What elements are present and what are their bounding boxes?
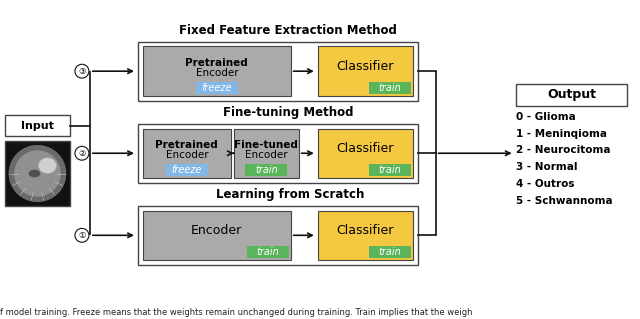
Bar bbox=[516, 84, 627, 106]
Ellipse shape bbox=[9, 145, 66, 202]
Text: 0 - Glioma: 0 - Glioma bbox=[516, 112, 575, 122]
Text: 1 - Meninqioma: 1 - Meninqioma bbox=[516, 129, 607, 138]
Circle shape bbox=[75, 228, 89, 242]
Ellipse shape bbox=[14, 150, 61, 197]
Bar bbox=[196, 82, 238, 94]
Text: Pretrained: Pretrained bbox=[156, 140, 218, 150]
Text: ①: ① bbox=[78, 231, 86, 240]
Bar bbox=[5, 141, 70, 206]
Text: Input: Input bbox=[21, 121, 54, 130]
Bar bbox=[317, 47, 413, 96]
Text: f model training. Freeze means that the weights remain unchanged during training: f model training. Freeze means that the … bbox=[0, 308, 472, 317]
Bar bbox=[369, 246, 411, 258]
Bar bbox=[317, 129, 413, 178]
Text: Fixed Feature Extraction Method: Fixed Feature Extraction Method bbox=[179, 24, 397, 37]
Bar bbox=[234, 129, 299, 178]
Text: Encoder: Encoder bbox=[195, 68, 238, 78]
Text: Classifier: Classifier bbox=[337, 142, 394, 155]
Text: Fine-tuning Method: Fine-tuning Method bbox=[223, 106, 353, 119]
Circle shape bbox=[75, 64, 89, 78]
Text: Learning from Scratch: Learning from Scratch bbox=[216, 188, 364, 201]
Text: 5 - Schwannoma: 5 - Schwannoma bbox=[516, 196, 612, 206]
Bar bbox=[247, 246, 289, 258]
Ellipse shape bbox=[38, 158, 56, 174]
Bar bbox=[5, 115, 70, 137]
Text: 2 - Neurocitoma: 2 - Neurocitoma bbox=[516, 145, 610, 155]
Text: Fine-tuned: Fine-tuned bbox=[234, 140, 298, 150]
Bar bbox=[138, 41, 418, 101]
Text: Encoder: Encoder bbox=[166, 150, 208, 160]
Text: ③: ③ bbox=[78, 67, 86, 76]
Text: Encoder: Encoder bbox=[245, 150, 287, 160]
Text: Output: Output bbox=[547, 88, 596, 101]
Bar bbox=[143, 47, 291, 96]
Text: 4 - Outros: 4 - Outros bbox=[516, 179, 574, 189]
Ellipse shape bbox=[29, 170, 40, 177]
Text: Encoder: Encoder bbox=[191, 224, 243, 237]
Text: freeze: freeze bbox=[202, 83, 232, 93]
Bar bbox=[138, 206, 418, 265]
Bar bbox=[138, 123, 418, 183]
Text: Classifier: Classifier bbox=[337, 60, 394, 73]
Bar bbox=[317, 211, 413, 260]
Text: freeze: freeze bbox=[172, 165, 202, 175]
Text: Classifier: Classifier bbox=[337, 224, 394, 237]
Text: ②: ② bbox=[78, 149, 86, 158]
Text: Pretrained: Pretrained bbox=[186, 58, 248, 68]
Bar bbox=[143, 129, 231, 178]
Bar bbox=[143, 211, 291, 260]
Text: train: train bbox=[378, 165, 401, 175]
Text: 3 - Normal: 3 - Normal bbox=[516, 162, 577, 172]
Text: train: train bbox=[257, 247, 279, 257]
Circle shape bbox=[75, 146, 89, 160]
Bar bbox=[369, 164, 411, 176]
Text: train: train bbox=[378, 247, 401, 257]
Text: train: train bbox=[255, 165, 278, 175]
Bar bbox=[245, 164, 287, 176]
Text: train: train bbox=[378, 83, 401, 93]
Bar bbox=[166, 164, 208, 176]
Bar bbox=[369, 82, 411, 94]
